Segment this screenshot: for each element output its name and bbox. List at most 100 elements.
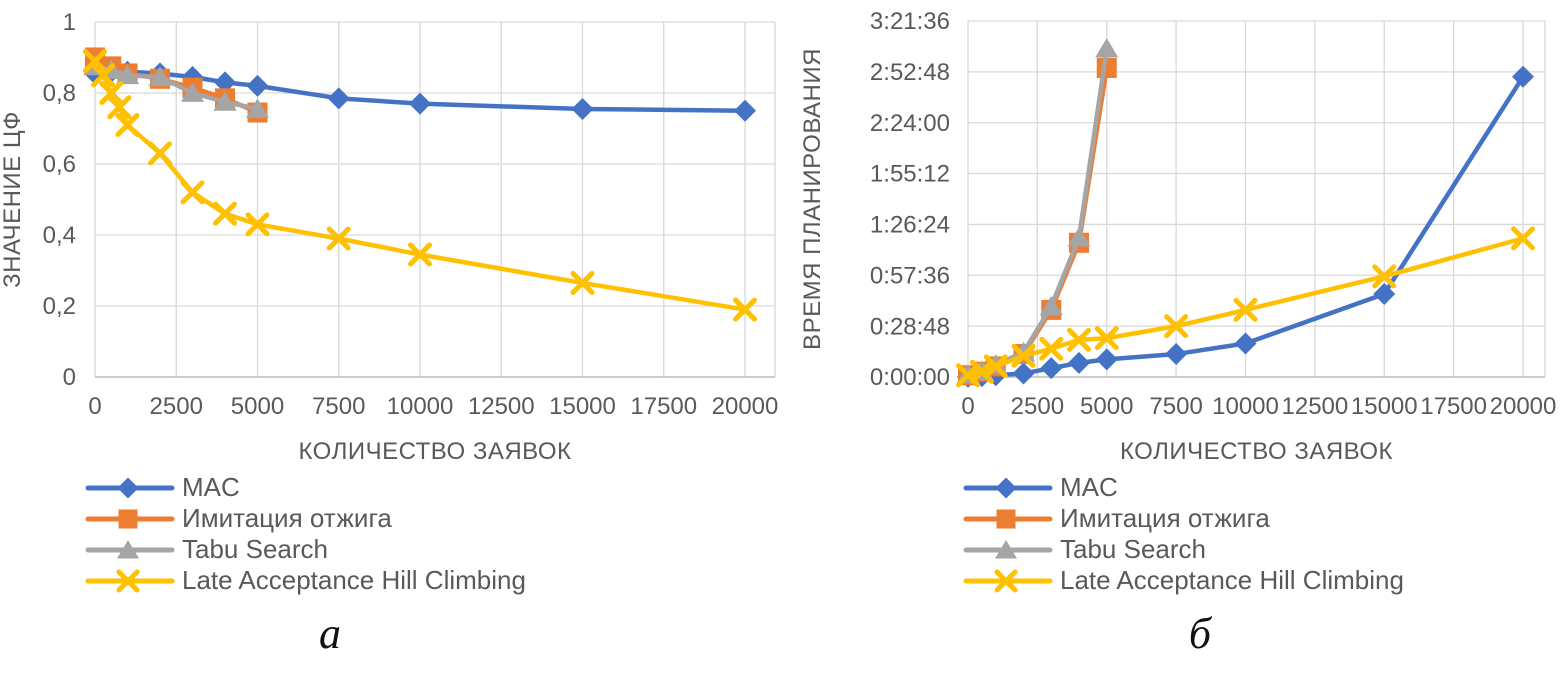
x-marker <box>1164 314 1189 339</box>
legend-label: Имитация отжига <box>1060 503 1270 533</box>
x-marker <box>983 354 1008 379</box>
triangle-marker <box>115 64 140 85</box>
legend-label: MAC <box>1060 472 1118 502</box>
x-legend-swatch <box>85 568 175 593</box>
triangle-marker <box>995 539 1017 558</box>
x-marker <box>116 568 140 593</box>
x-marker <box>570 270 595 295</box>
x-marker <box>969 359 994 384</box>
triangle-legend-swatch <box>85 539 175 558</box>
diamond-marker <box>734 99 756 122</box>
x-marker <box>115 112 140 137</box>
x-marker <box>83 49 107 74</box>
triangle-marker <box>1039 295 1063 316</box>
x-tick-label: 15000 <box>1351 393 1418 420</box>
legend-item: Late Acceptance Hill Climbing <box>85 565 526 596</box>
y-tick-label: 0 <box>63 364 76 391</box>
square-marker <box>118 509 138 528</box>
legend-label: Late Acceptance Hill Climbing <box>1060 565 1404 595</box>
x-tick-label: 7500 <box>312 393 365 420</box>
y-tick-label: 0,4 <box>43 222 76 249</box>
x-tick-label: 20000 <box>712 393 779 420</box>
diamond-marker <box>1165 343 1188 366</box>
legend-label: Tabu Search <box>182 534 328 564</box>
triangle-marker <box>148 66 172 86</box>
diamond-marker <box>1373 283 1396 306</box>
triangle-marker <box>180 82 205 102</box>
y-tick-label: 2:24:00 <box>870 110 950 137</box>
x-marker <box>994 568 1018 593</box>
x-marker <box>1372 264 1397 289</box>
chart-b-canvas: 0 2500 5000 7500 10000 12500 15000 17500 20000 3:… <box>799 8 1557 465</box>
y-tick-label: 1:55:12 <box>870 161 950 188</box>
square-marker <box>996 509 1016 528</box>
x-marker <box>91 63 116 88</box>
chart-b-caption: б <box>1188 609 1212 658</box>
y-axis-title: ЗНАЧЕНИЕ ЦФ <box>0 111 26 288</box>
legend-item: MAC <box>85 472 526 503</box>
x-marker <box>1067 327 1091 352</box>
diamond-marker <box>1234 332 1257 355</box>
tick-labels: 0 2500 5000 7500 10000 12500 15000 17500 20000 1 0… <box>43 9 779 420</box>
y-tick-label: 0:28:48 <box>870 313 950 340</box>
y-tick-label: 2:52:48 <box>870 59 950 86</box>
diamond-marker <box>1512 65 1534 88</box>
y-tick-label: 0:00:00 <box>870 364 950 391</box>
chart-a-caption: а <box>319 609 341 658</box>
diamond-marker <box>1095 348 1118 371</box>
diamond-marker <box>214 71 236 94</box>
x-tick-label: 10000 <box>1212 393 1279 420</box>
x-marker <box>1011 343 1036 368</box>
x-marker <box>1039 336 1064 361</box>
diamond-marker <box>409 92 431 115</box>
x-tick-label: 17500 <box>1420 393 1487 420</box>
x-tick-label: 20000 <box>1490 393 1557 420</box>
x-tick-label: 5000 <box>1080 393 1133 420</box>
diamond-marker <box>1068 351 1090 374</box>
triangle-marker <box>1067 226 1091 247</box>
y-tick-label: 1:26:24 <box>870 212 950 239</box>
x-marker <box>1511 226 1535 251</box>
x-tick-label: 2500 <box>150 393 203 420</box>
diamond-legend-swatch <box>963 477 1053 498</box>
x-tick-label: 5000 <box>231 393 284 420</box>
diamond-marker <box>1012 362 1035 385</box>
series-Late Acceptance Hill Climbing <box>956 226 1535 388</box>
legend-item: Tabu Search <box>963 534 1404 565</box>
y-tick-label: 0,8 <box>43 80 76 107</box>
triangle-marker <box>1095 38 1119 58</box>
x-marker <box>733 297 757 322</box>
legend-label: MAC <box>182 472 240 502</box>
x-marker <box>213 201 237 226</box>
x-marker <box>408 242 432 267</box>
diamond-marker <box>995 477 1017 498</box>
y-tick-label: 0,2 <box>43 293 76 320</box>
series-Late Acceptance Hill Climbing <box>83 49 757 322</box>
y-tick-label: 0:57:36 <box>870 262 950 289</box>
gridlines <box>967 20 1546 378</box>
triangle-marker <box>117 539 139 558</box>
legend-item: MAC <box>963 472 1404 503</box>
diamond-marker <box>571 97 594 120</box>
y-tick-label: 3:21:36 <box>870 8 950 35</box>
y-tick-label: 0,6 <box>43 151 76 178</box>
x-marker <box>1094 326 1119 351</box>
x-marker <box>326 226 351 251</box>
legend-item: Tabu Search <box>85 534 526 565</box>
x-axis-title: КОЛИЧЕСТВО ЗАЯВОК <box>1120 438 1393 465</box>
diamond-marker <box>1040 357 1063 380</box>
x-tick-label: 17500 <box>630 393 697 420</box>
legend-item: Late Acceptance Hill Climbing <box>963 565 1404 596</box>
x-tick-label: 12500 <box>468 393 535 420</box>
x-tick-label: 2500 <box>1011 393 1064 420</box>
square-legend-swatch <box>85 509 175 528</box>
legend-item: Имитация отжига <box>963 503 1404 534</box>
x-legend-swatch <box>963 568 1053 593</box>
x-tick-label: 15000 <box>549 393 616 420</box>
x-marker <box>148 141 172 166</box>
triangle-legend-swatch <box>963 539 1053 558</box>
x-marker <box>107 95 132 120</box>
diamond-marker <box>246 74 269 97</box>
chart-b-legend: MAC Имитация отжига Tabu Search Late Accept… <box>963 472 1404 596</box>
x-marker <box>245 212 270 237</box>
